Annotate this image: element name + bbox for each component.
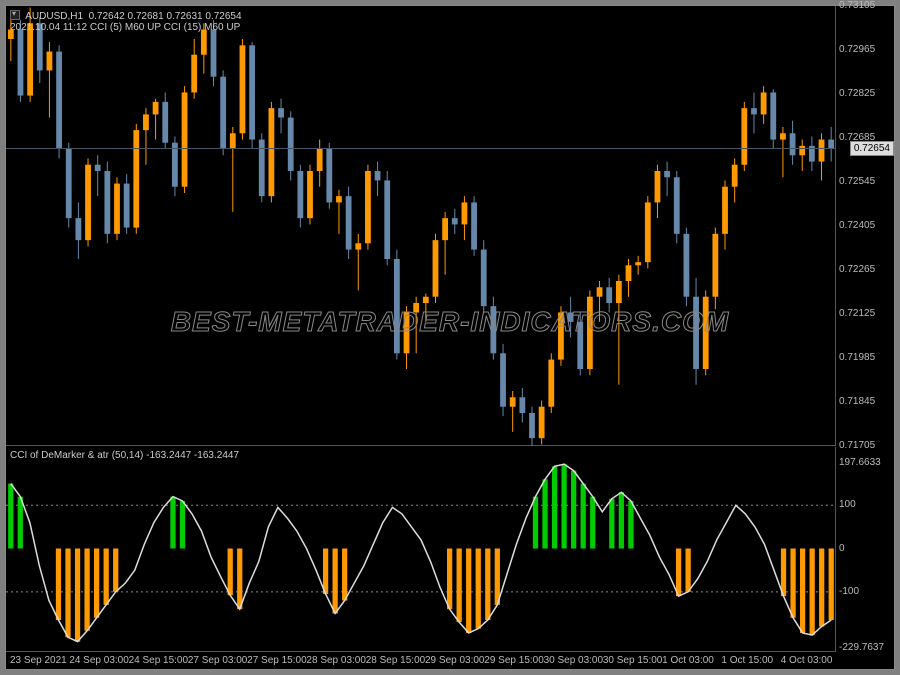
time-tick: 27 Sep 15:00 [247, 655, 307, 666]
time-tick: 23 Sep 2021 [10, 655, 67, 666]
indicator-tick: 100 [839, 499, 856, 510]
time-tick: 4 Oct 03:00 [781, 655, 833, 666]
price-tick: 0.71985 [839, 352, 875, 363]
time-tick: 30 Sep 15:00 [603, 655, 663, 666]
price-tick: 0.73105 [839, 0, 875, 11]
indicator-tick: 0 [839, 543, 845, 554]
price-chart[interactable]: AUDUSD,H1 0.72642 0.72681 0.72631 0.7265… [6, 6, 836, 446]
price-tick: 0.72265 [839, 264, 875, 275]
time-x-axis: 23 Sep 202124 Sep 03:0024 Sep 15:0027 Se… [6, 651, 836, 669]
time-tick: 28 Sep 15:00 [366, 655, 426, 666]
current-price-box: 0.72654 [850, 141, 894, 156]
time-tick: 29 Sep 15:00 [484, 655, 544, 666]
indicator-tick: -100 [839, 586, 859, 597]
header-sub: 2021.10.04 11:12 CCI (5) M60 UP CCI (15)… [10, 22, 240, 33]
time-tick: 24 Sep 03:00 [69, 655, 129, 666]
indicator-tick: 197.6633 [839, 457, 881, 468]
symbol-label: AUDUSD,H1 [25, 11, 83, 22]
time-tick: 29 Sep 03:00 [425, 655, 485, 666]
time-tick: 30 Sep 03:00 [544, 655, 604, 666]
ohlc-label: 0.72642 0.72681 0.72631 0.72654 [89, 11, 242, 22]
candlestick-svg [6, 6, 836, 446]
indicator-chart[interactable]: CCI of DeMarker & atr (50,14) -163.2447 … [6, 447, 836, 652]
price-tick: 0.72125 [839, 308, 875, 319]
chart-window[interactable]: AUDUSD,H1 0.72642 0.72681 0.72631 0.7265… [5, 5, 895, 670]
price-tick: 0.72965 [839, 44, 875, 55]
current-price-line [6, 148, 835, 149]
indicator-y-axis: 197.6633 100 0 -100 -229.7637 [835, 447, 894, 652]
time-tick: 28 Sep 03:00 [306, 655, 366, 666]
indicator-tick: -229.7637 [839, 642, 884, 653]
price-y-axis: 0.72654 0.731050.729650.728250.726850.72… [835, 6, 894, 446]
price-tick: 0.71845 [839, 396, 875, 407]
time-tick: 1 Oct 15:00 [721, 655, 773, 666]
time-tick: 27 Sep 03:00 [188, 655, 248, 666]
symbol-dropdown-icon[interactable] [10, 10, 20, 20]
indicator-title: CCI of DeMarker & atr (50,14) -163.2447 … [10, 450, 239, 461]
price-tick: 0.72825 [839, 88, 875, 99]
indicator-svg [6, 447, 836, 652]
chart-header: AUDUSD,H1 0.72642 0.72681 0.72631 0.7265… [10, 9, 242, 33]
time-tick: 24 Sep 15:00 [129, 655, 189, 666]
price-tick: 0.72545 [839, 176, 875, 187]
time-tick: 1 Oct 03:00 [662, 655, 714, 666]
price-tick: 0.72405 [839, 220, 875, 231]
